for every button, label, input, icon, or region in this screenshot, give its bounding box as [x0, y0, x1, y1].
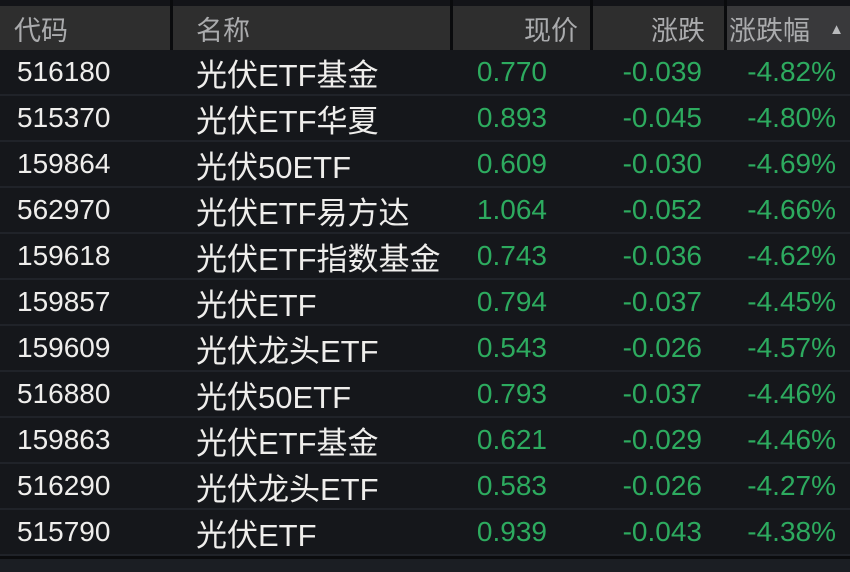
column-divider: [170, 0, 173, 50]
cell-change: -0.039: [622, 56, 702, 87]
table-row[interactable]: 562970 光伏ETF易方达 1.064 -0.052 -4.66%: [0, 188, 850, 234]
column-header-change-percent-label: 涨跌幅: [729, 15, 810, 46]
cell-price: 0.793: [476, 378, 547, 409]
cell-change: -0.026: [622, 332, 702, 363]
column-header-price[interactable]: 现价: [452, 0, 592, 50]
cell-price: 0.794: [476, 286, 547, 317]
cell-name: 光伏50ETF: [196, 149, 352, 185]
column-divider: [724, 0, 727, 50]
table-row[interactable]: 159863 光伏ETF基金 0.621 -0.029 -4.46%: [0, 418, 850, 464]
cell-code: 159864: [17, 148, 111, 179]
column-header-code[interactable]: 代码: [0, 0, 172, 50]
cell-pct: -4.82%: [747, 56, 836, 87]
column-header-price-label: 现价: [524, 15, 578, 46]
table-row[interactable]: 159857 光伏ETF 0.794 -0.037 -4.45%: [0, 280, 850, 326]
cell-name: 光伏龙头ETF: [196, 333, 379, 369]
cell-pct: -4.57%: [747, 332, 836, 363]
cell-code: 515370: [17, 102, 111, 133]
cell-change: -0.045: [622, 102, 702, 133]
table-row[interactable]: 516290 光伏龙头ETF 0.583 -0.026 -4.27%: [0, 464, 850, 510]
column-divider: [590, 0, 593, 50]
column-divider: [450, 0, 453, 50]
cell-name: 光伏ETF华夏: [196, 103, 379, 139]
cell-change: -0.030: [622, 148, 702, 179]
table-row[interactable]: 516880 光伏50ETF 0.793 -0.037 -4.46%: [0, 372, 850, 418]
cell-price: 0.893: [476, 102, 547, 133]
cell-price: 0.770: [476, 56, 547, 87]
column-header-name[interactable]: 名称: [172, 0, 452, 50]
table-header: 代码 名称 现价 涨跌 涨跌幅 ▲: [0, 0, 850, 50]
cell-name: 光伏ETF: [196, 517, 317, 553]
cell-code: 516290: [17, 470, 111, 501]
cell-change: -0.052: [622, 194, 702, 225]
cell-name: 光伏ETF: [196, 287, 317, 323]
table-row[interactable]: 159618 光伏ETF指数基金 0.743 -0.036 -4.62%: [0, 234, 850, 280]
column-header-name-label: 名称: [196, 15, 250, 46]
cell-code: 516880: [17, 378, 111, 409]
cell-change: -0.043: [622, 516, 702, 547]
cell-pct: -4.66%: [747, 194, 836, 225]
cell-code: 562970: [17, 194, 111, 225]
cell-change: -0.029: [622, 424, 702, 455]
cell-pct: -4.62%: [747, 240, 836, 271]
table-row[interactable]: 159609 光伏龙头ETF 0.543 -0.026 -4.57%: [0, 326, 850, 372]
cell-code: 159857: [17, 286, 111, 317]
cell-name: 光伏ETF基金: [196, 57, 379, 93]
cell-pct: -4.80%: [747, 102, 836, 133]
cell-name: 光伏50ETF: [196, 379, 352, 415]
cell-change: -0.036: [622, 240, 702, 271]
cell-pct: -4.69%: [747, 148, 836, 179]
cell-pct: -4.27%: [747, 470, 836, 501]
cell-code: 159863: [17, 424, 111, 455]
cell-price: 0.543: [476, 332, 547, 363]
cell-change: -0.037: [622, 286, 702, 317]
table-row[interactable]: 159864 光伏50ETF 0.609 -0.030 -4.69%: [0, 142, 850, 188]
cell-pct: -4.45%: [747, 286, 836, 317]
cell-pct: -4.46%: [747, 424, 836, 455]
cell-code: 159609: [17, 332, 111, 363]
table-row[interactable]: 516180 光伏ETF基金 0.770 -0.039 -4.82%: [0, 50, 850, 96]
cell-price: 0.621: [476, 424, 547, 455]
cell-change: -0.037: [622, 378, 702, 409]
table-row[interactable]: 515790 光伏ETF 0.939 -0.043 -4.38%: [0, 510, 850, 556]
cell-code: 516180: [17, 56, 111, 87]
cell-name: 光伏ETF基金: [196, 425, 379, 461]
sort-ascending-icon: ▲: [829, 20, 844, 38]
cell-change: -0.026: [622, 470, 702, 501]
column-header-change-label: 涨跌: [651, 15, 705, 46]
table-row[interactable]: 515370 光伏ETF华夏 0.893 -0.045 -4.80%: [0, 96, 850, 142]
cell-pct: -4.46%: [747, 378, 836, 409]
cell-price: 0.743: [476, 240, 547, 271]
cell-name: 光伏龙头ETF: [196, 471, 379, 507]
column-header-change[interactable]: 涨跌: [592, 0, 726, 50]
cell-price: 0.583: [476, 470, 547, 501]
column-header-code-label: 代码: [14, 15, 68, 46]
cell-code: 159618: [17, 240, 111, 271]
table-footer-strip: [0, 556, 850, 572]
column-header-change-percent[interactable]: 涨跌幅 ▲: [726, 0, 850, 50]
cell-pct: -4.38%: [747, 516, 836, 547]
cell-name: 光伏ETF指数基金: [196, 241, 441, 277]
cell-price: 0.609: [476, 148, 547, 179]
cell-price: 0.939: [476, 516, 547, 547]
cell-name: 光伏ETF易方达: [196, 195, 410, 231]
table-body: 516180 光伏ETF基金 0.770 -0.039 -4.82% 515370 光伏ET…: [0, 50, 850, 556]
cell-price: 1.064: [476, 194, 547, 225]
cell-code: 515790: [17, 516, 111, 547]
